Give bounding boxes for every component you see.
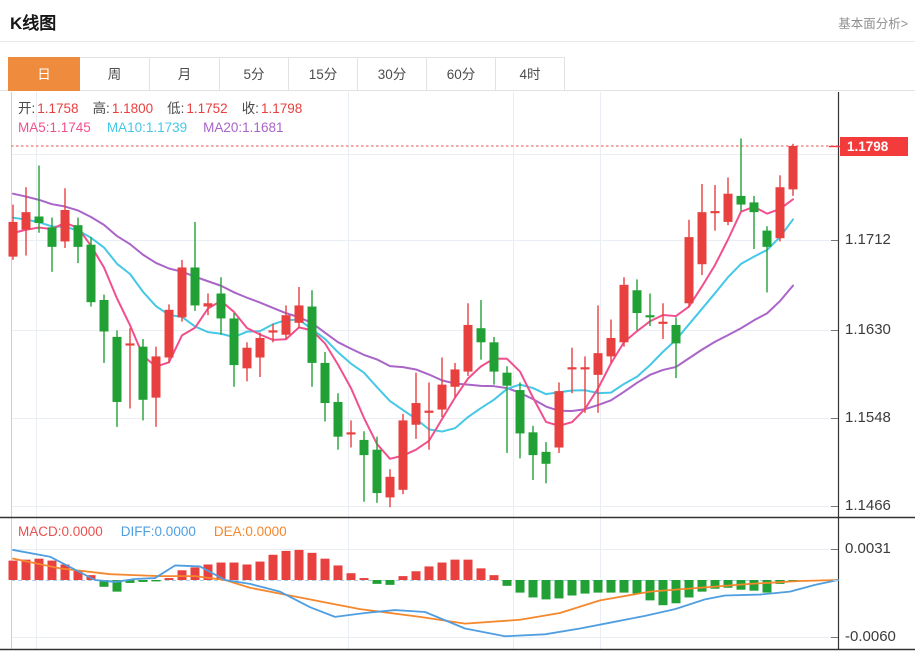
readout-item: DEA:0.0000 (213, 524, 287, 539)
ohlc-readout: 开: 1.1758 高: 1.1800 低: 1.1752 收: 1.1798 (18, 100, 316, 118)
readout-item: 低: 1.1752 (167, 101, 228, 116)
page-title: K线图 (10, 14, 57, 33)
readout-item: 开: 1.1758 (18, 101, 79, 116)
readout-item: 收: 1.1798 (241, 101, 303, 116)
axis-label: 1.1466 (845, 497, 891, 514)
tab-5分[interactable]: 5分 (219, 57, 289, 91)
axis-label: -0.0060 (845, 628, 896, 645)
timeframe-tabs: 日周月 5分 15分 30分 60分 4时 (8, 57, 565, 91)
tab-30分[interactable]: 30分 (357, 57, 427, 91)
tab-月[interactable]: 月 (149, 57, 220, 91)
axis-label: 1.1630 (845, 321, 891, 338)
axis-label: 1.1548 (845, 409, 891, 426)
fundamental-analysis-link[interactable]: 基本面分析> (838, 17, 908, 31)
axis-label: 0.0031 (845, 540, 891, 557)
macd-readout: MACD:0.0000 DIFF:0.0000 DEA:0.0000 (18, 523, 305, 541)
readout-item: 高: 1.1800 (92, 101, 154, 116)
axis-label: 1.1712 (845, 231, 891, 248)
tab-15分[interactable]: 15分 (288, 57, 358, 91)
tab-日[interactable]: 日 (8, 57, 80, 91)
readout-item: MA20:1.1681 (203, 120, 284, 135)
readout-item: DIFF:0.0000 (120, 524, 196, 539)
header-divider (0, 41, 915, 42)
readout-item: MA10:1.1739 (106, 120, 188, 135)
readout-item: MACD:0.0000 (18, 524, 103, 539)
current-price-badge: 1.1798 (840, 137, 908, 156)
tab-60分[interactable]: 60分 (426, 57, 496, 91)
ma-readout: MA5:1.1745 MA10:1.1739 MA20:1.1681 (18, 119, 299, 137)
readout-item: MA5:1.1745 (18, 120, 91, 135)
